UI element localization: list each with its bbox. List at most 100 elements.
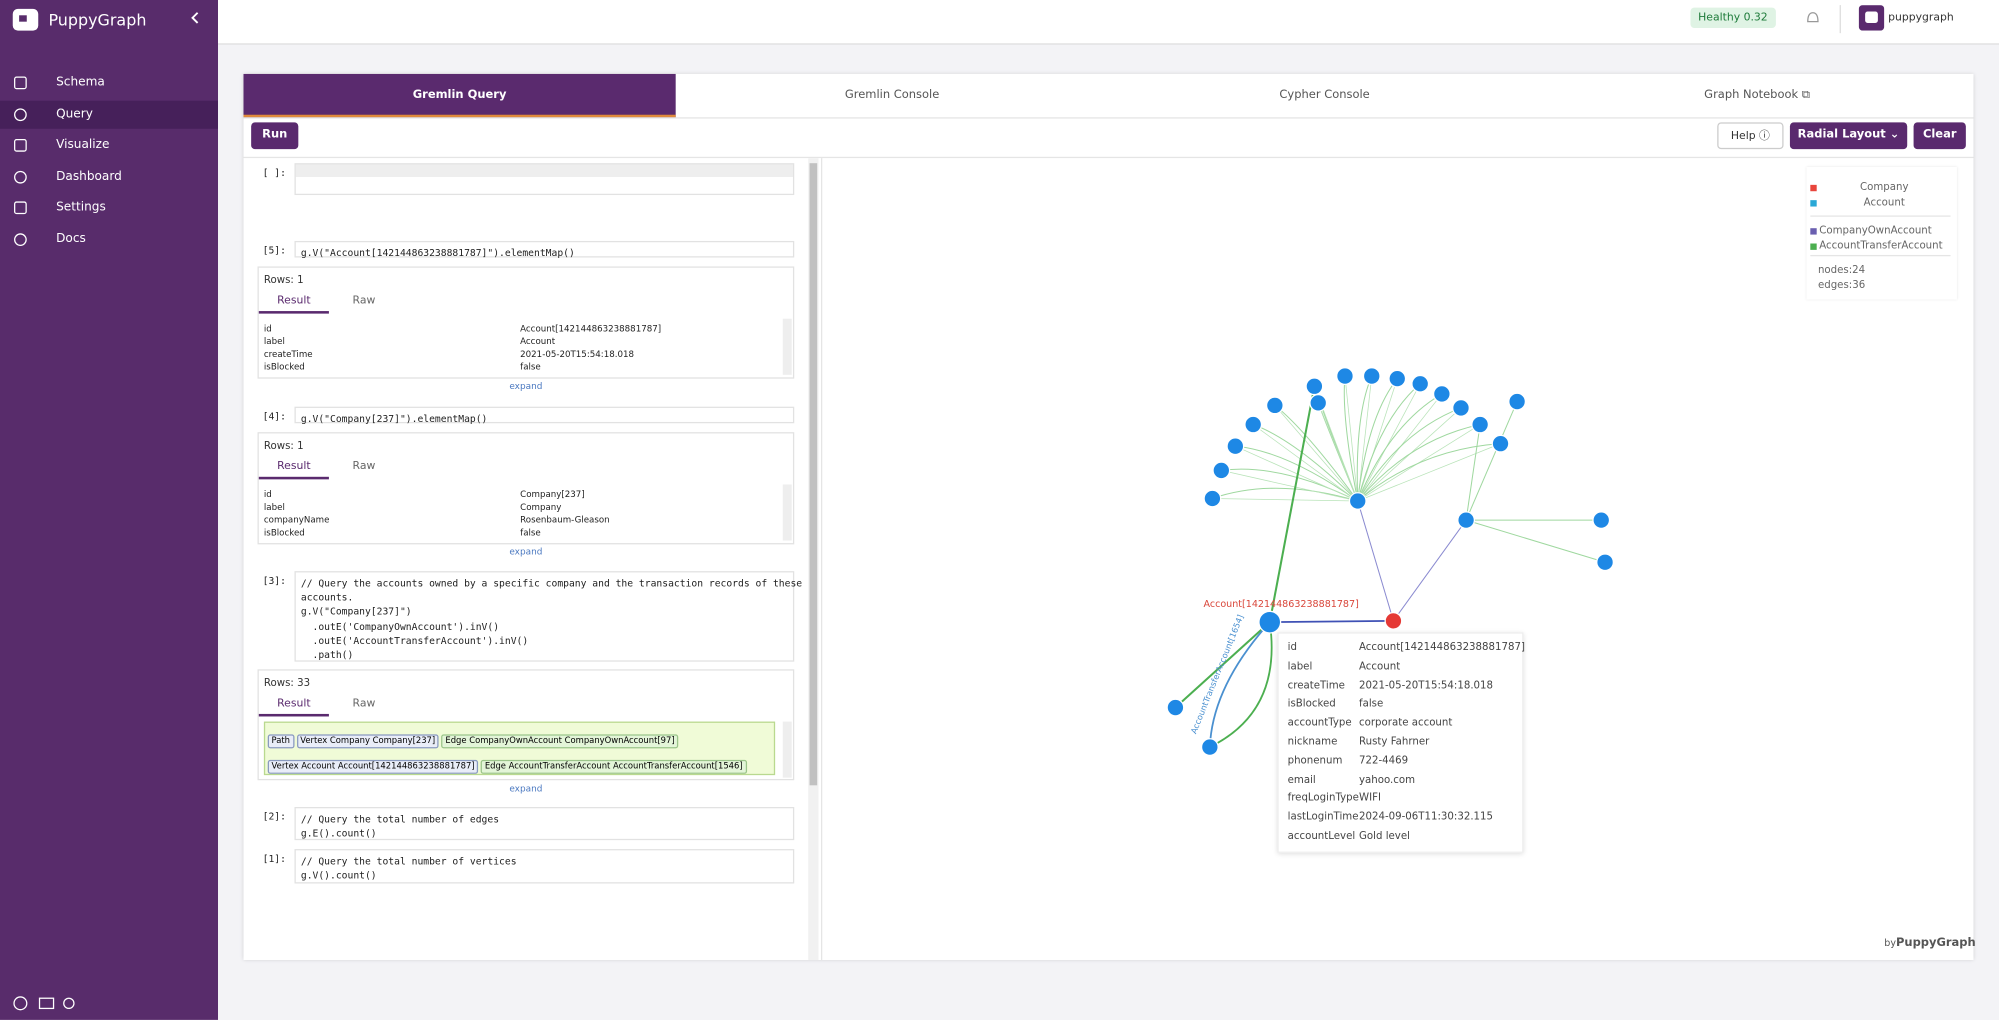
nav-item[interactable]: Docs [0, 225, 218, 253]
edge [1221, 470, 1358, 502]
legend-label[interactable]: Account [1863, 196, 1905, 208]
code-box[interactable]: g.V("Account[142144863238881787]").eleme… [294, 240, 795, 259]
help-button[interactable]: Help ⓘ [1717, 122, 1784, 150]
edge [1268, 386, 1316, 623]
divider [243, 117, 1974, 119]
tab[interactable]: Cypher Console [1279, 89, 1370, 102]
path-chip[interactable]: Vertex Company Company[237] [296, 734, 440, 749]
path-chip[interactable]: Vertex Account Account[14214486323888178… [267, 759, 479, 774]
bell-icon[interactable] [1804, 9, 1822, 27]
tooltip-value: corporate account [1359, 716, 1453, 729]
edge [1212, 498, 1358, 502]
result-tab[interactable]: Raw [352, 294, 376, 308]
result-scrollbar[interactable] [782, 318, 792, 375]
code-line: g.V("Company[237]").elementMap() [300, 413, 488, 425]
expand-link[interactable]: expand [509, 546, 543, 558]
nav-icon [14, 76, 27, 90]
result-tab[interactable]: Result [258, 692, 329, 717]
code-box[interactable]: // Query the total number of vertices g.V… [294, 849, 795, 884]
code-box[interactable]: g.V("Company[237]").elementMap() [294, 406, 795, 425]
nav-icon [14, 232, 27, 246]
tooltip-value: Account[142144863238881787] [1359, 641, 1525, 653]
result-tab[interactable]: Raw [352, 697, 376, 711]
scrollbar-thumb[interactable] [809, 163, 818, 786]
node [1388, 369, 1407, 388]
nav-item[interactable]: Query [0, 100, 219, 129]
path-chip[interactable]: Path [267, 734, 294, 749]
code-box[interactable] [294, 163, 795, 196]
tab[interactable]: Graph Notebook ⧉ [1704, 89, 1810, 102]
nav-item[interactable]: Visualize [0, 131, 218, 159]
nav-label: Docs [56, 231, 86, 246]
cell-value: Account [520, 336, 556, 347]
tooltip-value: Account [1359, 660, 1401, 672]
expand-link[interactable]: expand [509, 784, 543, 795]
cell-prompt: [4]: [262, 410, 286, 422]
code-line: // Query the accounts owned by a specifi… [300, 577, 803, 589]
cell-value: false [520, 362, 541, 373]
cell-prompt: [3]: [262, 574, 286, 587]
node [1384, 611, 1403, 630]
avatar[interactable] [1858, 5, 1885, 31]
result-tab[interactable]: Raw [352, 460, 376, 473]
tooltip-value: 2021-05-20T15:54:18.018 [1359, 678, 1494, 691]
legend-label[interactable]: CompanyOwnAccount [1819, 224, 1932, 236]
node [1362, 367, 1381, 386]
health-badge[interactable]: Healthy 0.32 [1690, 7, 1776, 29]
code-box[interactable]: // Query the accounts owned by a specifi… [294, 571, 803, 662]
collapse-button[interactable] [189, 11, 202, 24]
nav-label: Settings [56, 200, 106, 215]
node [1508, 392, 1527, 411]
nav-item[interactable]: Dashboard [0, 163, 218, 191]
result-tab[interactable]: Result [258, 289, 329, 314]
path-chip[interactable]: Edge AccountTransferAccount AccountTrans… [481, 759, 747, 774]
legend-label[interactable]: AccountTransferAccount [1819, 239, 1943, 252]
nav-item[interactable]: Schema [0, 69, 218, 97]
node [1203, 489, 1222, 508]
cell-key: label [263, 336, 285, 347]
tooltip-key: phonenum [1287, 754, 1343, 766]
expand-link[interactable]: expand [509, 381, 543, 392]
tab[interactable]: Gremlin Query [243, 73, 676, 118]
edge [1357, 424, 1481, 502]
top-bar: Healthy 0.32 puppygraph [218, 0, 1999, 45]
node [1592, 511, 1611, 530]
logo-icon [12, 8, 39, 31]
tooltip-value: 722-4469 [1359, 754, 1409, 766]
tab[interactable]: Gremlin Console [844, 89, 940, 102]
user-name[interactable]: puppygraph [1888, 11, 1954, 25]
node [1457, 511, 1476, 530]
tooltip-key: freqLoginType [1287, 792, 1359, 804]
edge [1208, 621, 1271, 748]
tooltip-key: nickname [1287, 735, 1338, 748]
nav-item[interactable]: Settings [0, 194, 218, 222]
edge [1465, 424, 1481, 521]
edge [1343, 376, 1359, 502]
edge [1209, 622, 1273, 748]
result-tab[interactable]: Result [258, 455, 329, 480]
edge [1357, 378, 1398, 502]
path-chip[interactable]: Edge CompanyOwnAccount CompanyOwnAccount… [441, 734, 679, 749]
run-button[interactable]: Run [251, 122, 299, 150]
edge [1344, 376, 1359, 502]
node [1432, 385, 1451, 403]
result-scrollbar[interactable] [782, 484, 792, 541]
code-box[interactable]: // Query the total number of edges g.E().… [294, 806, 795, 841]
edge [1393, 519, 1467, 622]
layout-dropdown[interactable]: Radial Layout ⌄ [1789, 122, 1908, 150]
legend-swatch [1810, 228, 1817, 235]
nav-icon [14, 107, 27, 121]
edge-label: AccountTransferAccount[1654] [1188, 613, 1245, 735]
tooltip-key: email [1287, 773, 1316, 785]
node-label: Account[142144863238881787] [1203, 599, 1358, 610]
edge [1274, 405, 1359, 502]
node [1471, 415, 1490, 434]
legend-label[interactable]: Company [1859, 181, 1909, 193]
result-box: Rows: 1 Result Raw id Company[237] label Compa… [257, 432, 795, 545]
cell-value: Company [520, 502, 562, 513]
help-label: Help [1730, 130, 1756, 143]
result-scrollbar[interactable] [782, 721, 792, 778]
clear-button[interactable]: Clear [1913, 122, 1966, 150]
row-count: Rows: 33 [263, 676, 311, 689]
tooltip-key: id [1287, 641, 1297, 653]
